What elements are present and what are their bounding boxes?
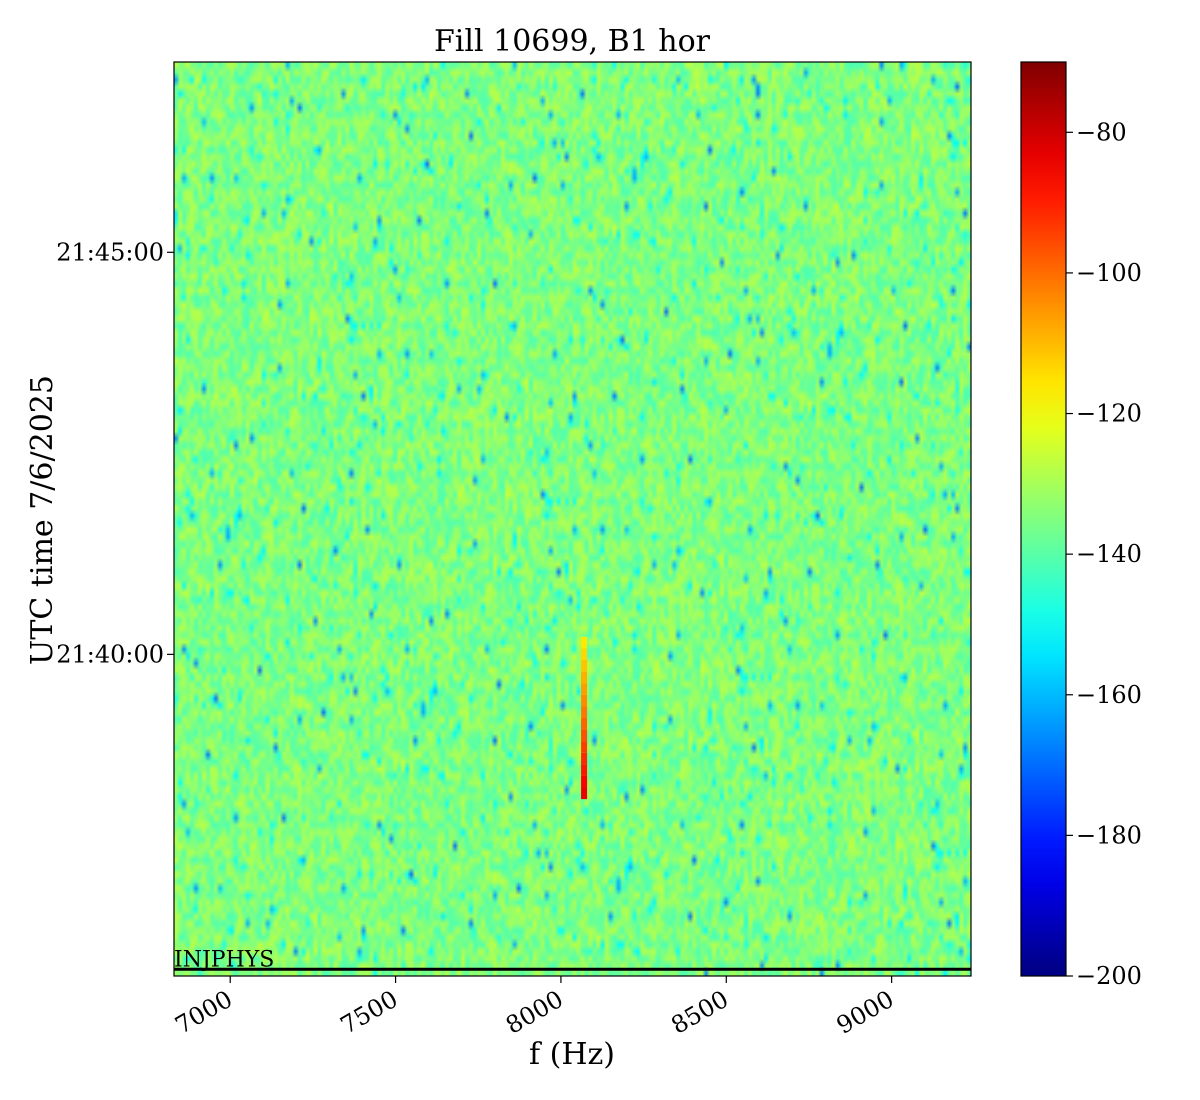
annotation-label: INJPHYS: [174, 947, 274, 972]
signal-segment: [581, 648, 588, 661]
signal-segment: [581, 660, 588, 672]
signal-segment: [581, 729, 588, 742]
y-axis-label: UTC time 7/6/2025: [25, 375, 60, 665]
signal-segment: [581, 764, 588, 776]
y-tick-label: 21:45:00: [56, 238, 164, 266]
colorbar: −80 −100 −120 −140 −160 −180 −200: [1020, 61, 1142, 990]
x-tick-label: 9000: [832, 985, 899, 1040]
signal-segment: [581, 752, 588, 765]
y-tick-label: 21:40:00: [56, 640, 164, 668]
signal-segment: [581, 671, 588, 684]
x-tick-label: 7500: [336, 985, 403, 1040]
heatmap-plot-area: [174, 62, 971, 976]
colorbar-tick-label: −140: [1076, 540, 1142, 568]
x-tick-label: 7000: [170, 985, 237, 1040]
colorbar-tick-label: −200: [1076, 962, 1142, 990]
signal-segment: [581, 741, 588, 753]
colorbar-tick-label: −100: [1076, 259, 1142, 287]
x-tick-label: 8500: [666, 985, 733, 1040]
signal-segment: [581, 718, 588, 730]
x-tick-label: 8000: [501, 985, 568, 1040]
colorbar-tick-label: −80: [1076, 118, 1127, 146]
colorbar-tick-label: −120: [1076, 400, 1142, 428]
signal-segment: [581, 636, 588, 649]
signal-segment: [581, 706, 588, 719]
colorbar-tick-label: −160: [1076, 681, 1142, 709]
plot-frame: [173, 61, 972, 977]
x-axis-label: f (Hz): [529, 1037, 615, 1072]
colorbar-gradient: [1020, 61, 1067, 977]
chart-title: Fill 10699, B1 hor: [434, 24, 711, 59]
spectrogram-image: [174, 62, 971, 976]
colorbar-tick-label: −180: [1076, 821, 1142, 849]
signal-segment: [581, 694, 588, 707]
y-axis: 21:45:00 21:40:00: [56, 238, 174, 668]
signal-segment: [581, 775, 588, 788]
annotation-layer: INJPHYS: [174, 947, 971, 972]
signal-segment: [581, 787, 588, 800]
signal-segment: [581, 683, 588, 695]
x-axis: 7000 7500 8000 8500 9000: [170, 976, 899, 1040]
